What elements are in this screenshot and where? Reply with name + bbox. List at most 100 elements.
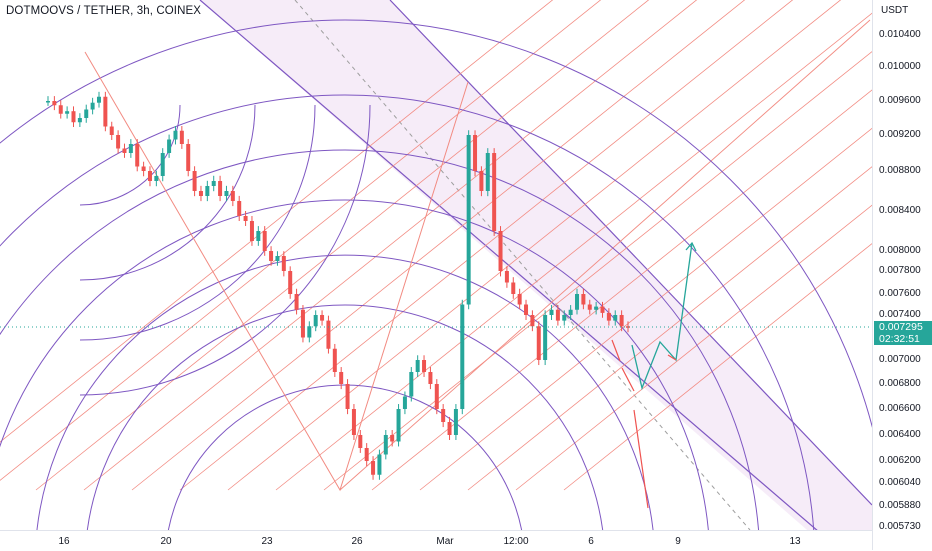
candle-body (390, 435, 395, 442)
time-tick: 12:00 (503, 536, 529, 547)
price-tick: 0.010000 (879, 61, 921, 72)
countdown-label: 02:32:51 (879, 333, 920, 345)
candle-body (613, 315, 618, 321)
price-tick: 0.008000 (879, 245, 921, 256)
price-tick: 0.007800 (879, 265, 921, 276)
zigzag-line (84, 51, 469, 492)
price-tick: 0.008800 (879, 165, 921, 176)
candle-body (447, 422, 452, 435)
candle-body (71, 111, 76, 123)
fib-arc (165, 384, 525, 550)
candle-body (600, 306, 605, 313)
candle-body (498, 231, 503, 271)
fib-fan-lines[interactable] (0, 0, 872, 491)
candlestick-series (46, 91, 630, 480)
fib-arc (0, 19, 872, 429)
fib-fan-line (419, 127, 872, 491)
price-axis-unit: USDT (881, 5, 909, 16)
candle-body (345, 384, 350, 409)
candle-body (281, 256, 286, 271)
fib-arc-upper (79, 104, 256, 281)
symbol-title[interactable]: DOTMOOVS / TETHER, 3h, COINEX (6, 5, 202, 17)
fib-fan-line (83, 0, 698, 491)
candle-body (313, 315, 318, 327)
candle-body (402, 396, 407, 409)
projection-arrow-2 (621, 367, 635, 392)
fib-fan-line (563, 243, 872, 491)
price-tick: 0.006400 (879, 429, 921, 440)
candle-body (52, 101, 57, 106)
projection-path (631, 242, 693, 391)
time-tick: 23 (261, 536, 273, 547)
fib-arc-upper (79, 104, 316, 341)
fib-fan-line (0, 0, 602, 481)
candle-body (415, 360, 420, 372)
parallel-channel[interactable] (199, 0, 872, 550)
candle-body (294, 294, 299, 310)
candle-body (179, 130, 184, 144)
price-tick: 0.010400 (879, 29, 921, 40)
candle-body (211, 181, 216, 186)
candle-body (160, 153, 165, 176)
candle-body (300, 309, 305, 338)
price-axis[interactable]: USDT 0.010400 0.010000 0.009600 0.009200… (872, 0, 932, 550)
candle-body (441, 409, 446, 422)
fib-arc (0, 94, 816, 550)
fib-arc (0, 199, 711, 550)
time-axis[interactable] (0, 530, 872, 551)
candle-body (339, 372, 344, 384)
price-tick: 0.006040 (879, 477, 921, 488)
candle-body (562, 315, 567, 321)
chart-canvas[interactable] (0, 0, 872, 550)
fib-fan-line (35, 0, 650, 491)
chart-area[interactable]: DOTMOOVS / TETHER, 3h, COINEX (0, 0, 872, 550)
fib-arc (34, 254, 656, 550)
candle-body (428, 372, 433, 384)
candle-body (128, 144, 133, 153)
projection-arrow-1 (611, 339, 621, 362)
current-price-label: 0.007295 (879, 321, 923, 333)
candle-body (409, 372, 414, 397)
candle-body (524, 304, 529, 315)
candle-body (575, 294, 580, 310)
fib-fan-line (179, 0, 794, 491)
candle-body (511, 282, 516, 294)
candle-body (358, 435, 363, 448)
candle-body (485, 153, 490, 191)
time-tick: 13 (789, 536, 801, 547)
fib-fan-line (467, 166, 872, 491)
candle-body (167, 139, 172, 153)
candle-body (65, 111, 70, 114)
candle-body (58, 105, 63, 114)
time-tick: 26 (351, 536, 363, 547)
candle-body (619, 315, 624, 327)
candle-body (332, 348, 337, 372)
projection-arrow-4 (667, 354, 677, 361)
fib-fan-line (227, 0, 842, 491)
candle-body (594, 306, 599, 310)
candle-body (147, 171, 152, 181)
candle-body (90, 102, 95, 110)
fib-arcs[interactable] (0, 19, 872, 550)
price-tick: 0.009200 (879, 129, 921, 140)
candle-body (122, 148, 127, 153)
candle-body (237, 201, 242, 216)
candle-body (434, 384, 439, 409)
candle-body (549, 309, 554, 315)
candle-body (218, 181, 223, 196)
zigzag-trendline[interactable] (84, 51, 469, 492)
candle-body (243, 216, 248, 221)
candle-body (96, 96, 101, 103)
candle-body (364, 448, 369, 461)
channel-fill (200, 0, 872, 550)
price-tick: 0.007000 (879, 354, 921, 365)
projection-drawing[interactable] (611, 241, 697, 509)
candle-body (460, 304, 465, 409)
fib-fan-line (131, 0, 746, 491)
current-price-tag: 0.007295 02:32:51 (874, 321, 932, 345)
fib-fan-line (275, 12, 872, 491)
candle-body (555, 309, 560, 321)
channel-upper-line (199, 0, 841, 550)
fib-fan-line (371, 89, 872, 491)
time-tick: 20 (160, 536, 172, 547)
